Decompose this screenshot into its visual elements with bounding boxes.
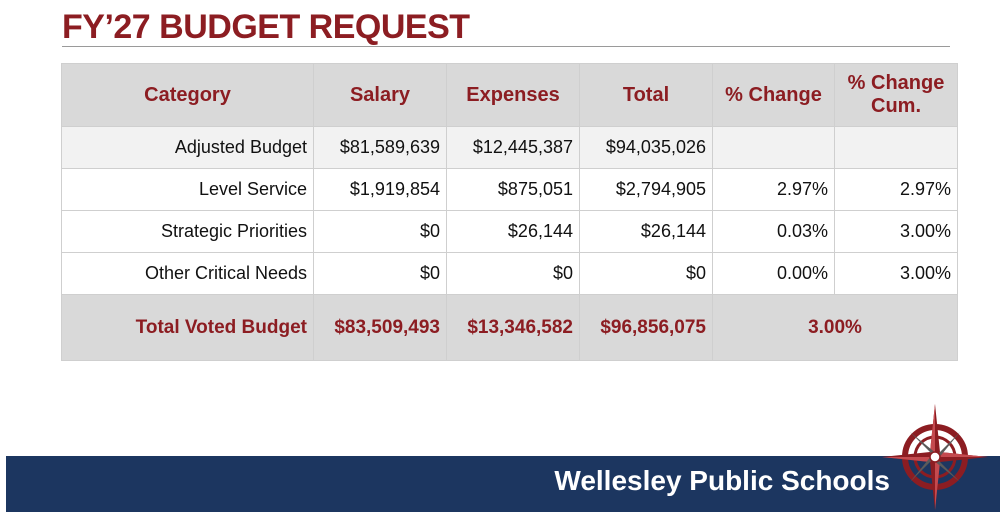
total-total: $96,856,075 xyxy=(579,294,713,361)
cell-pct-change: 0.03% xyxy=(712,210,835,253)
header-pct-change: % Change xyxy=(712,63,835,127)
header-pct-change-cum: % Change Cum. xyxy=(834,63,958,127)
table-row: Level Service $1,919,854 $875,051 $2,794… xyxy=(61,168,958,211)
cell-pct-change: 2.97% xyxy=(712,168,835,211)
cell-category: Other Critical Needs xyxy=(61,252,314,295)
cell-pct-change xyxy=(712,126,835,169)
cell-expenses: $875,051 xyxy=(446,168,580,211)
table-row: Adjusted Budget $81,589,639 $12,445,387 … xyxy=(61,126,958,169)
cell-pct-change-cum: 3.00% xyxy=(834,252,958,295)
cell-total: $0 xyxy=(579,252,713,295)
cell-category: Strategic Priorities xyxy=(61,210,314,253)
table-row: Strategic Priorities $0 $26,144 $26,144 … xyxy=(61,210,958,253)
total-expenses: $13,346,582 xyxy=(446,294,580,361)
compass-rose-icon xyxy=(882,404,988,510)
cell-expenses: $12,445,387 xyxy=(446,126,580,169)
cell-pct-change-cum: 3.00% xyxy=(834,210,958,253)
total-salary: $83,509,493 xyxy=(313,294,447,361)
cell-category: Level Service xyxy=(61,168,314,211)
cell-pct-change: 0.00% xyxy=(712,252,835,295)
page-title: FY’27 BUDGET REQUEST xyxy=(62,8,470,46)
table-row: Other Critical Needs $0 $0 $0 0.00% 3.00… xyxy=(61,252,958,295)
total-row: Total Voted Budget $83,509,493 $13,346,5… xyxy=(61,294,958,361)
header-salary: Salary xyxy=(313,63,447,127)
total-pct-change: 3.00% xyxy=(712,294,958,361)
cell-pct-change-cum xyxy=(834,126,958,169)
cell-salary: $81,589,639 xyxy=(313,126,447,169)
cell-pct-change-cum: 2.97% xyxy=(834,168,958,211)
cell-total: $2,794,905 xyxy=(579,168,713,211)
header-expenses: Expenses xyxy=(446,63,580,127)
budget-table: Category Salary Expenses Total % Change … xyxy=(61,63,958,361)
header-total: Total xyxy=(579,63,713,127)
cell-total: $94,035,026 xyxy=(579,126,713,169)
cell-expenses: $26,144 xyxy=(446,210,580,253)
cell-category: Adjusted Budget xyxy=(61,126,314,169)
total-label: Total Voted Budget xyxy=(61,294,314,361)
cell-total: $26,144 xyxy=(579,210,713,253)
cell-salary: $0 xyxy=(313,210,447,253)
cell-salary: $0 xyxy=(313,252,447,295)
cell-salary: $1,919,854 xyxy=(313,168,447,211)
footer-band: Wellesley Public Schools xyxy=(6,456,1000,512)
table-header-row: Category Salary Expenses Total % Change … xyxy=(61,63,958,127)
org-name: Wellesley Public Schools xyxy=(554,465,890,496)
cell-expenses: $0 xyxy=(446,252,580,295)
title-divider xyxy=(62,46,950,47)
header-category: Category xyxy=(61,63,314,127)
